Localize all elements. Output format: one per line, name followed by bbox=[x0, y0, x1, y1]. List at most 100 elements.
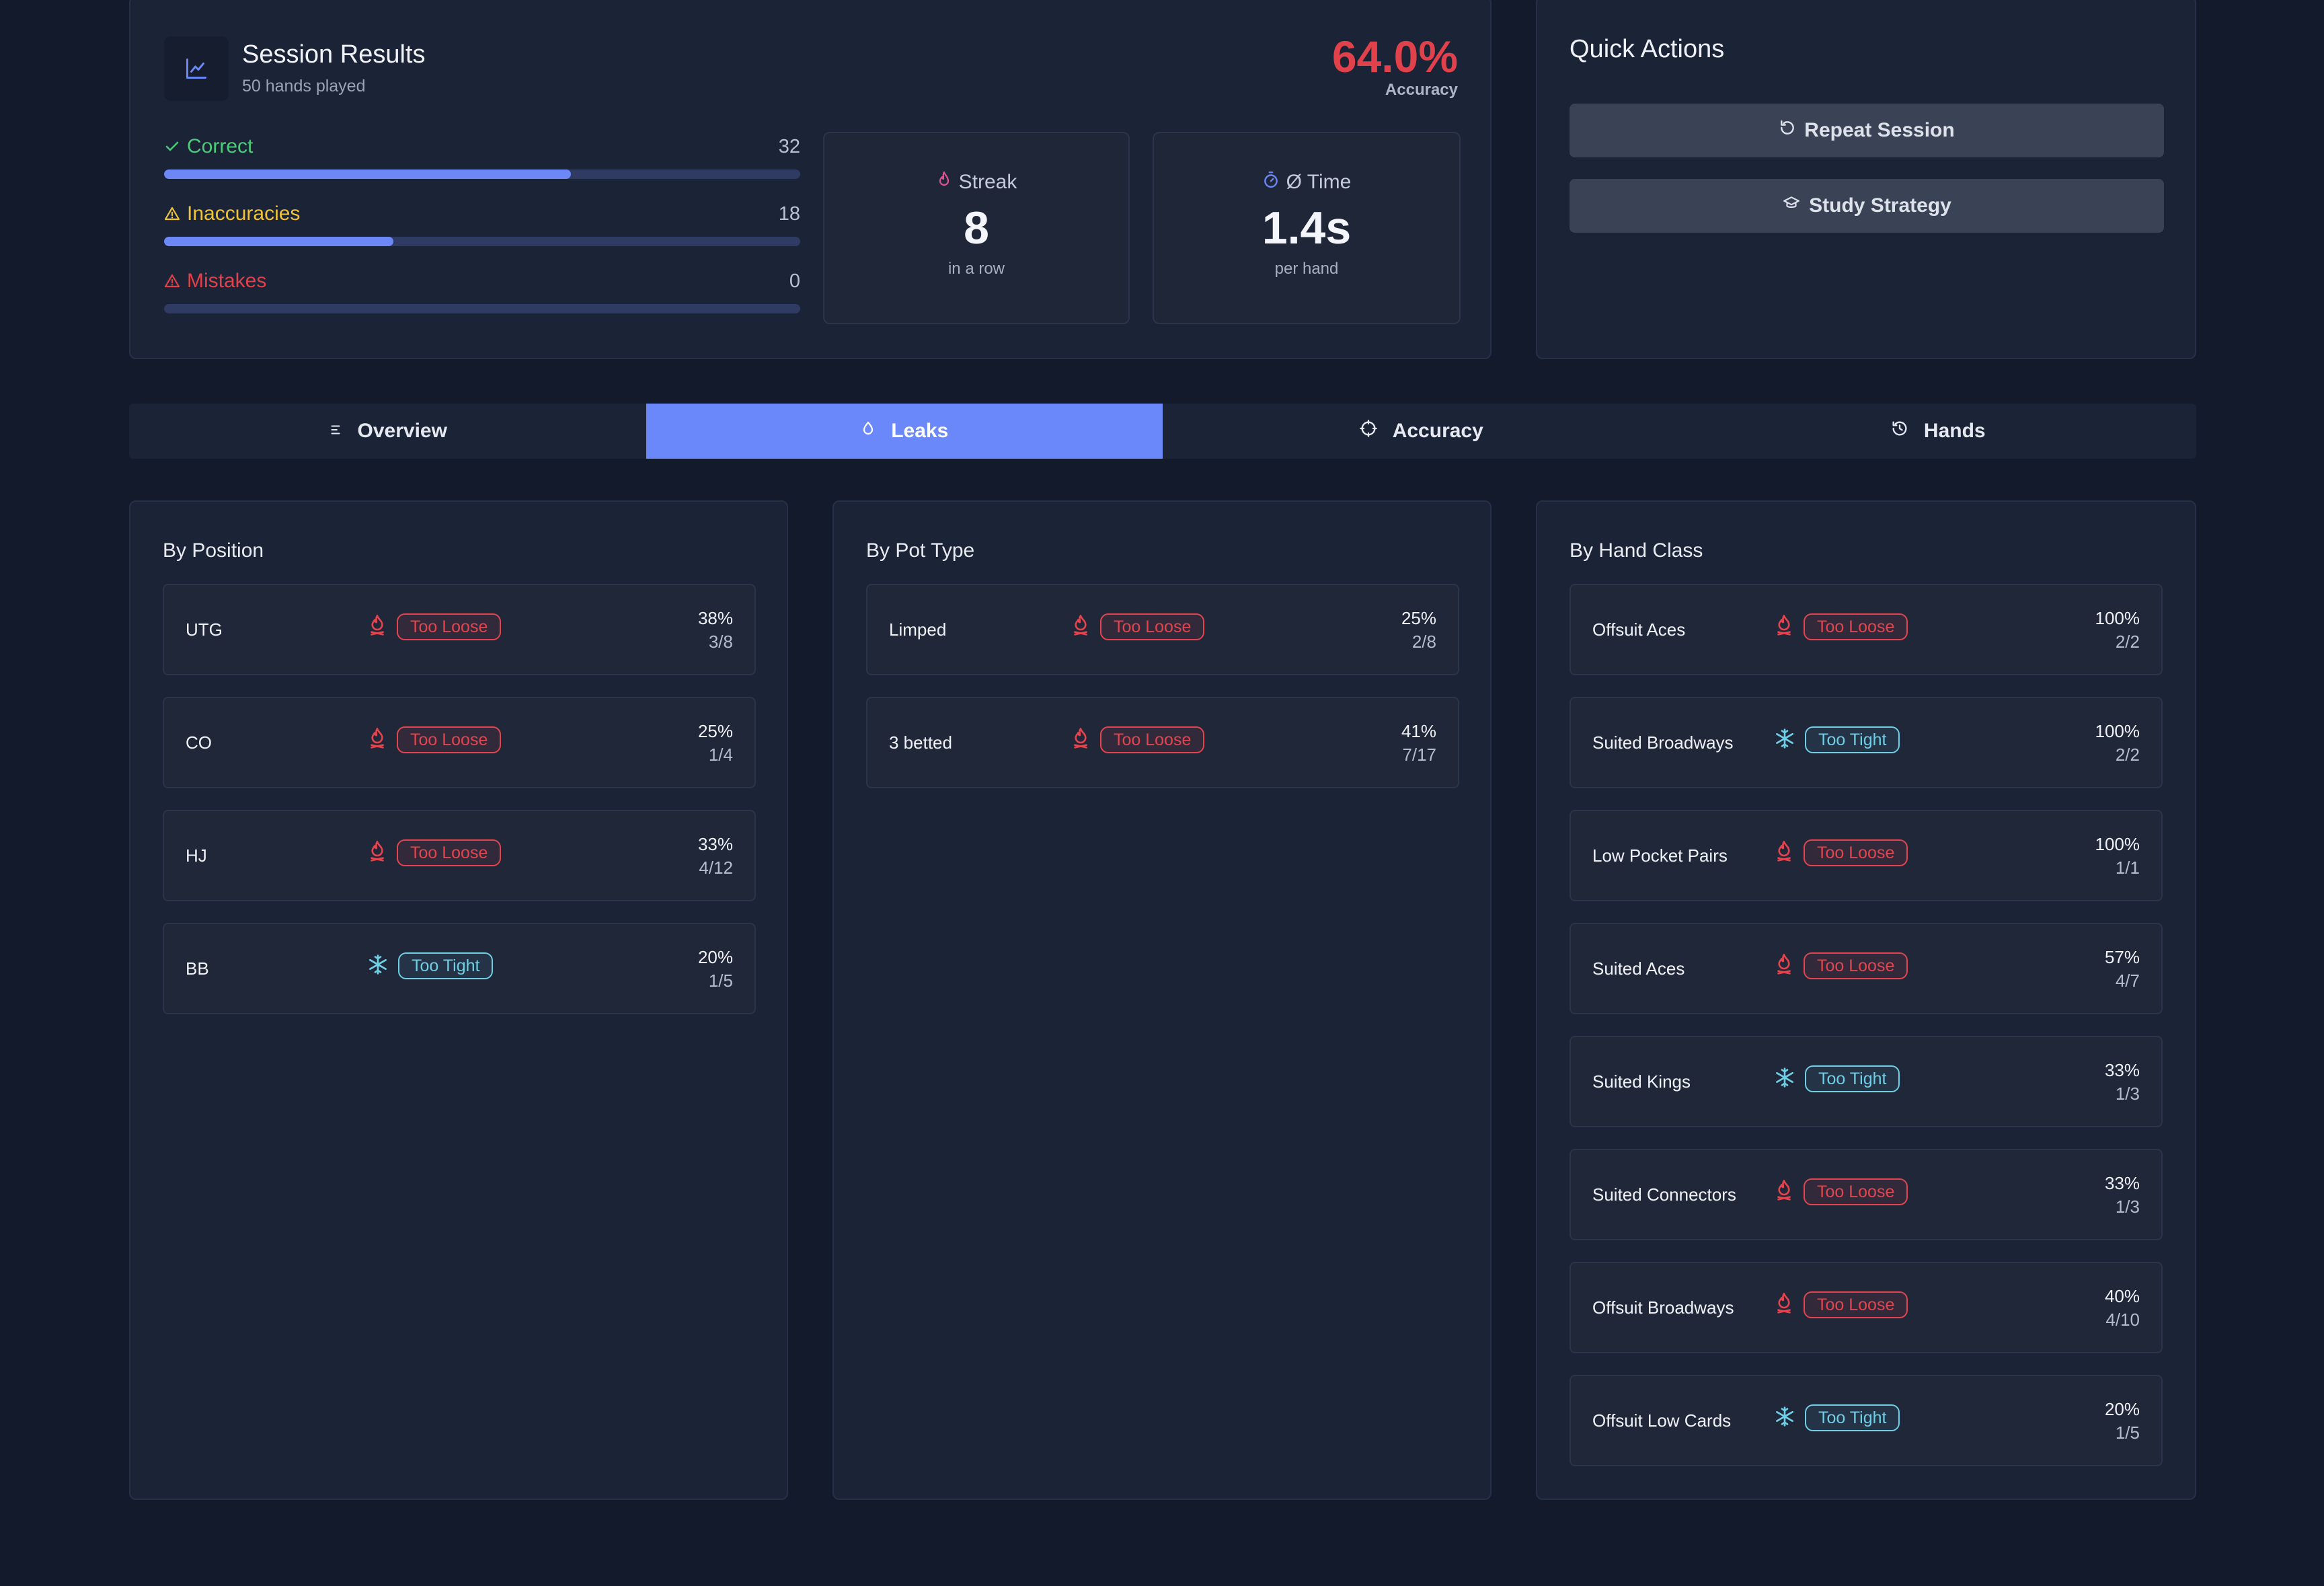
leak-name: Offsuit Low Cards bbox=[1592, 1410, 1732, 1431]
leak-badge: Too Loose bbox=[397, 726, 502, 753]
leak-stats: 20% 1/5 bbox=[698, 947, 733, 991]
flame-icon bbox=[1071, 727, 1091, 753]
leak-name: Suited Broadways bbox=[1592, 732, 1734, 753]
leak-row[interactable]: Offsuit Broadways Too Loose 40% 4/10 bbox=[1570, 1262, 2163, 1353]
progress-bar bbox=[164, 304, 800, 313]
tab-accuracy[interactable]: Accuracy bbox=[1163, 404, 1680, 459]
quick-actions-card: Quick Actions Repeat Session Study Strat… bbox=[1536, 0, 2196, 359]
leak-badge: Too Loose bbox=[397, 839, 502, 866]
leak-row[interactable]: Offsuit Aces Too Loose 100% 2/2 bbox=[1570, 584, 2163, 675]
leak-percent: 100% bbox=[2095, 721, 2140, 741]
progress-fill bbox=[164, 237, 393, 246]
leak-row[interactable]: HJ Too Loose 33% 4/12 bbox=[163, 810, 756, 901]
streak-label: Streak bbox=[958, 171, 1017, 193]
leak-badge: Too Loose bbox=[1804, 1291, 1908, 1318]
leak-stats: 38% 3/8 bbox=[698, 608, 733, 652]
leak-fraction: 1/4 bbox=[708, 745, 733, 765]
progress-fill bbox=[164, 169, 572, 179]
repeat-session-label: Repeat Session bbox=[1804, 119, 1955, 141]
leak-row[interactable]: 3 betted Too Loose 41% 7/17 bbox=[866, 697, 1459, 788]
panel-title: By Position bbox=[163, 539, 264, 562]
leak-tag: Too Tight bbox=[1774, 1065, 1900, 1092]
leak-percent: 33% bbox=[2104, 1060, 2140, 1080]
flame-icon bbox=[1774, 1179, 1794, 1205]
leak-name: Offsuit Aces bbox=[1592, 619, 1686, 640]
leak-name: HJ bbox=[186, 845, 207, 866]
study-strategy-button[interactable]: Study Strategy bbox=[1570, 179, 2164, 233]
leak-badge: Too Loose bbox=[1804, 1178, 1908, 1205]
leak-fraction: 4/12 bbox=[699, 858, 733, 878]
leak-row[interactable]: Suited Kings Too Tight 33% 1/3 bbox=[1570, 1036, 2163, 1127]
leak-row[interactable]: Suited Broadways Too Tight 100% 2/2 bbox=[1570, 697, 2163, 788]
leak-badge: Too Tight bbox=[398, 952, 494, 979]
panel-title: By Hand Class bbox=[1570, 539, 1703, 562]
leak-stats: 100% 2/2 bbox=[2095, 721, 2140, 765]
leak-tag: Too Loose bbox=[367, 839, 502, 866]
tab-label: Hands bbox=[1923, 420, 1986, 442]
flame-icon bbox=[1774, 840, 1794, 866]
leak-row[interactable]: Offsuit Low Cards Too Tight 20% 1/5 bbox=[1570, 1375, 2163, 1466]
leak-row[interactable]: UTG Too Loose 38% 3/8 bbox=[163, 584, 756, 675]
warning-icon bbox=[164, 273, 187, 289]
leak-name: Suited Kings bbox=[1592, 1071, 1691, 1092]
leak-percent: 33% bbox=[697, 834, 733, 854]
leak-row[interactable]: CO Too Loose 25% 1/4 bbox=[163, 697, 756, 788]
leak-stats: 25% 2/8 bbox=[1401, 608, 1436, 652]
by-pot-type-panel: By Pot Type Limped Too Loose 25% 2/8 3 bette… bbox=[832, 500, 1492, 1500]
snowflake-icon bbox=[1774, 728, 1795, 753]
crosshair-icon bbox=[1359, 419, 1378, 443]
leak-percent: 41% bbox=[1401, 721, 1436, 741]
streak-card: Streak 8 in a row bbox=[823, 132, 1130, 324]
leak-badge: Too Loose bbox=[397, 613, 502, 640]
session-results-card: Session Results 50 hands played 64.0% Ac… bbox=[129, 0, 1492, 359]
leak-badge: Too Tight bbox=[1805, 1404, 1900, 1431]
leak-tag: Too Loose bbox=[367, 613, 502, 640]
study-strategy-label: Study Strategy bbox=[1809, 194, 1951, 217]
leak-row[interactable]: Low Pocket Pairs Too Loose 100% 1/1 bbox=[1570, 810, 2163, 901]
stat-mistakes: Mistakes 0 bbox=[164, 268, 800, 313]
tab-label: Accuracy bbox=[1392, 420, 1483, 442]
check-icon bbox=[164, 139, 187, 155]
warning-icon bbox=[164, 206, 187, 222]
tab-label: Leaks bbox=[891, 420, 949, 442]
leak-percent: 40% bbox=[2104, 1286, 2140, 1306]
leak-percent: 25% bbox=[1401, 608, 1436, 628]
tab-hands[interactable]: Hands bbox=[1680, 404, 2197, 459]
session-title: Session Results bbox=[242, 40, 426, 69]
leak-percent: 33% bbox=[2104, 1173, 2140, 1193]
repeat-session-button[interactable]: Repeat Session bbox=[1570, 104, 2164, 157]
quick-actions-title: Quick Actions bbox=[1570, 35, 1725, 63]
leak-badge: Too Tight bbox=[1805, 1065, 1900, 1092]
leak-row[interactable]: Suited Aces Too Loose 57% 4/7 bbox=[1570, 923, 2163, 1014]
leak-fraction: 1/5 bbox=[2115, 1423, 2140, 1443]
leak-tag: Too Loose bbox=[1071, 726, 1205, 753]
leak-stats: 20% 1/5 bbox=[2105, 1399, 2140, 1443]
flame-icon bbox=[367, 840, 387, 866]
leak-row[interactable]: BB Too Tight 20% 1/5 bbox=[163, 923, 756, 1014]
leak-badge: Too Loose bbox=[1804, 613, 1908, 640]
leak-tag: Too Tight bbox=[367, 952, 494, 979]
leak-percent: 38% bbox=[697, 608, 733, 628]
list-icon bbox=[328, 420, 343, 443]
leak-fraction: 4/10 bbox=[2105, 1310, 2140, 1330]
leak-percent: 100% bbox=[2095, 834, 2140, 854]
leak-tag: Too Tight bbox=[1774, 726, 1900, 753]
leak-percent: 20% bbox=[2104, 1399, 2140, 1419]
tab-bar: Overview Leaks Accuracy Hands bbox=[129, 404, 2196, 459]
tab-label: Overview bbox=[357, 420, 447, 442]
snowflake-icon bbox=[1774, 1406, 1795, 1431]
rotate-icon bbox=[1779, 119, 1796, 142]
tab-overview[interactable]: Overview bbox=[129, 404, 646, 459]
leak-badge: Too Loose bbox=[1804, 839, 1908, 866]
leak-percent: 20% bbox=[697, 947, 733, 967]
stat-label: Correct bbox=[187, 135, 254, 157]
stat-count: 0 bbox=[789, 270, 800, 292]
flame-icon bbox=[1774, 614, 1794, 640]
tab-leaks[interactable]: Leaks bbox=[646, 404, 1163, 459]
leak-stats: 40% 4/10 bbox=[2105, 1286, 2140, 1330]
leak-tag: Too Loose bbox=[1774, 613, 1908, 640]
leak-row[interactable]: Suited Connectors Too Loose 33% 1/3 bbox=[1570, 1149, 2163, 1240]
leak-fraction: 2/8 bbox=[1411, 632, 1436, 652]
leak-fraction: 3/8 bbox=[708, 632, 733, 652]
leak-row[interactable]: Limped Too Loose 25% 2/8 bbox=[866, 584, 1459, 675]
